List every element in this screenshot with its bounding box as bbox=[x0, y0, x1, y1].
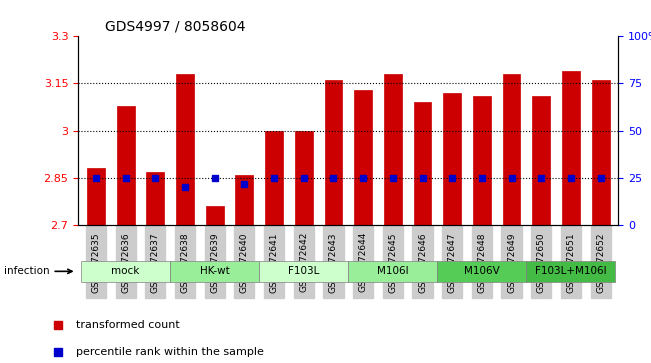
FancyBboxPatch shape bbox=[81, 261, 170, 282]
Bar bbox=[473, 96, 491, 225]
Bar bbox=[562, 71, 580, 225]
Text: percentile rank within the sample: percentile rank within the sample bbox=[76, 347, 264, 357]
Text: GDS4997 / 8058604: GDS4997 / 8058604 bbox=[105, 20, 245, 34]
Bar bbox=[236, 175, 253, 225]
Bar bbox=[503, 74, 521, 225]
Bar bbox=[87, 168, 105, 225]
FancyBboxPatch shape bbox=[170, 261, 259, 282]
Text: HK-wt: HK-wt bbox=[200, 266, 230, 276]
FancyBboxPatch shape bbox=[259, 261, 348, 282]
Bar bbox=[533, 96, 550, 225]
FancyBboxPatch shape bbox=[527, 261, 615, 282]
Text: infection: infection bbox=[4, 266, 72, 276]
Bar bbox=[265, 131, 283, 225]
Bar bbox=[146, 172, 164, 225]
Bar bbox=[354, 90, 372, 225]
FancyBboxPatch shape bbox=[348, 261, 437, 282]
Bar bbox=[325, 80, 342, 225]
Text: F103L: F103L bbox=[288, 266, 320, 276]
Text: F103L+M106I: F103L+M106I bbox=[535, 266, 607, 276]
Bar bbox=[206, 206, 223, 225]
FancyBboxPatch shape bbox=[437, 261, 527, 282]
Bar bbox=[295, 131, 312, 225]
Bar bbox=[117, 106, 135, 225]
Bar bbox=[413, 102, 432, 225]
Text: M106V: M106V bbox=[464, 266, 500, 276]
Text: mock: mock bbox=[111, 266, 140, 276]
Text: transformed count: transformed count bbox=[76, 320, 179, 330]
Bar bbox=[176, 74, 194, 225]
Text: M106I: M106I bbox=[377, 266, 409, 276]
Bar bbox=[443, 93, 461, 225]
Bar bbox=[384, 74, 402, 225]
Bar bbox=[592, 80, 609, 225]
